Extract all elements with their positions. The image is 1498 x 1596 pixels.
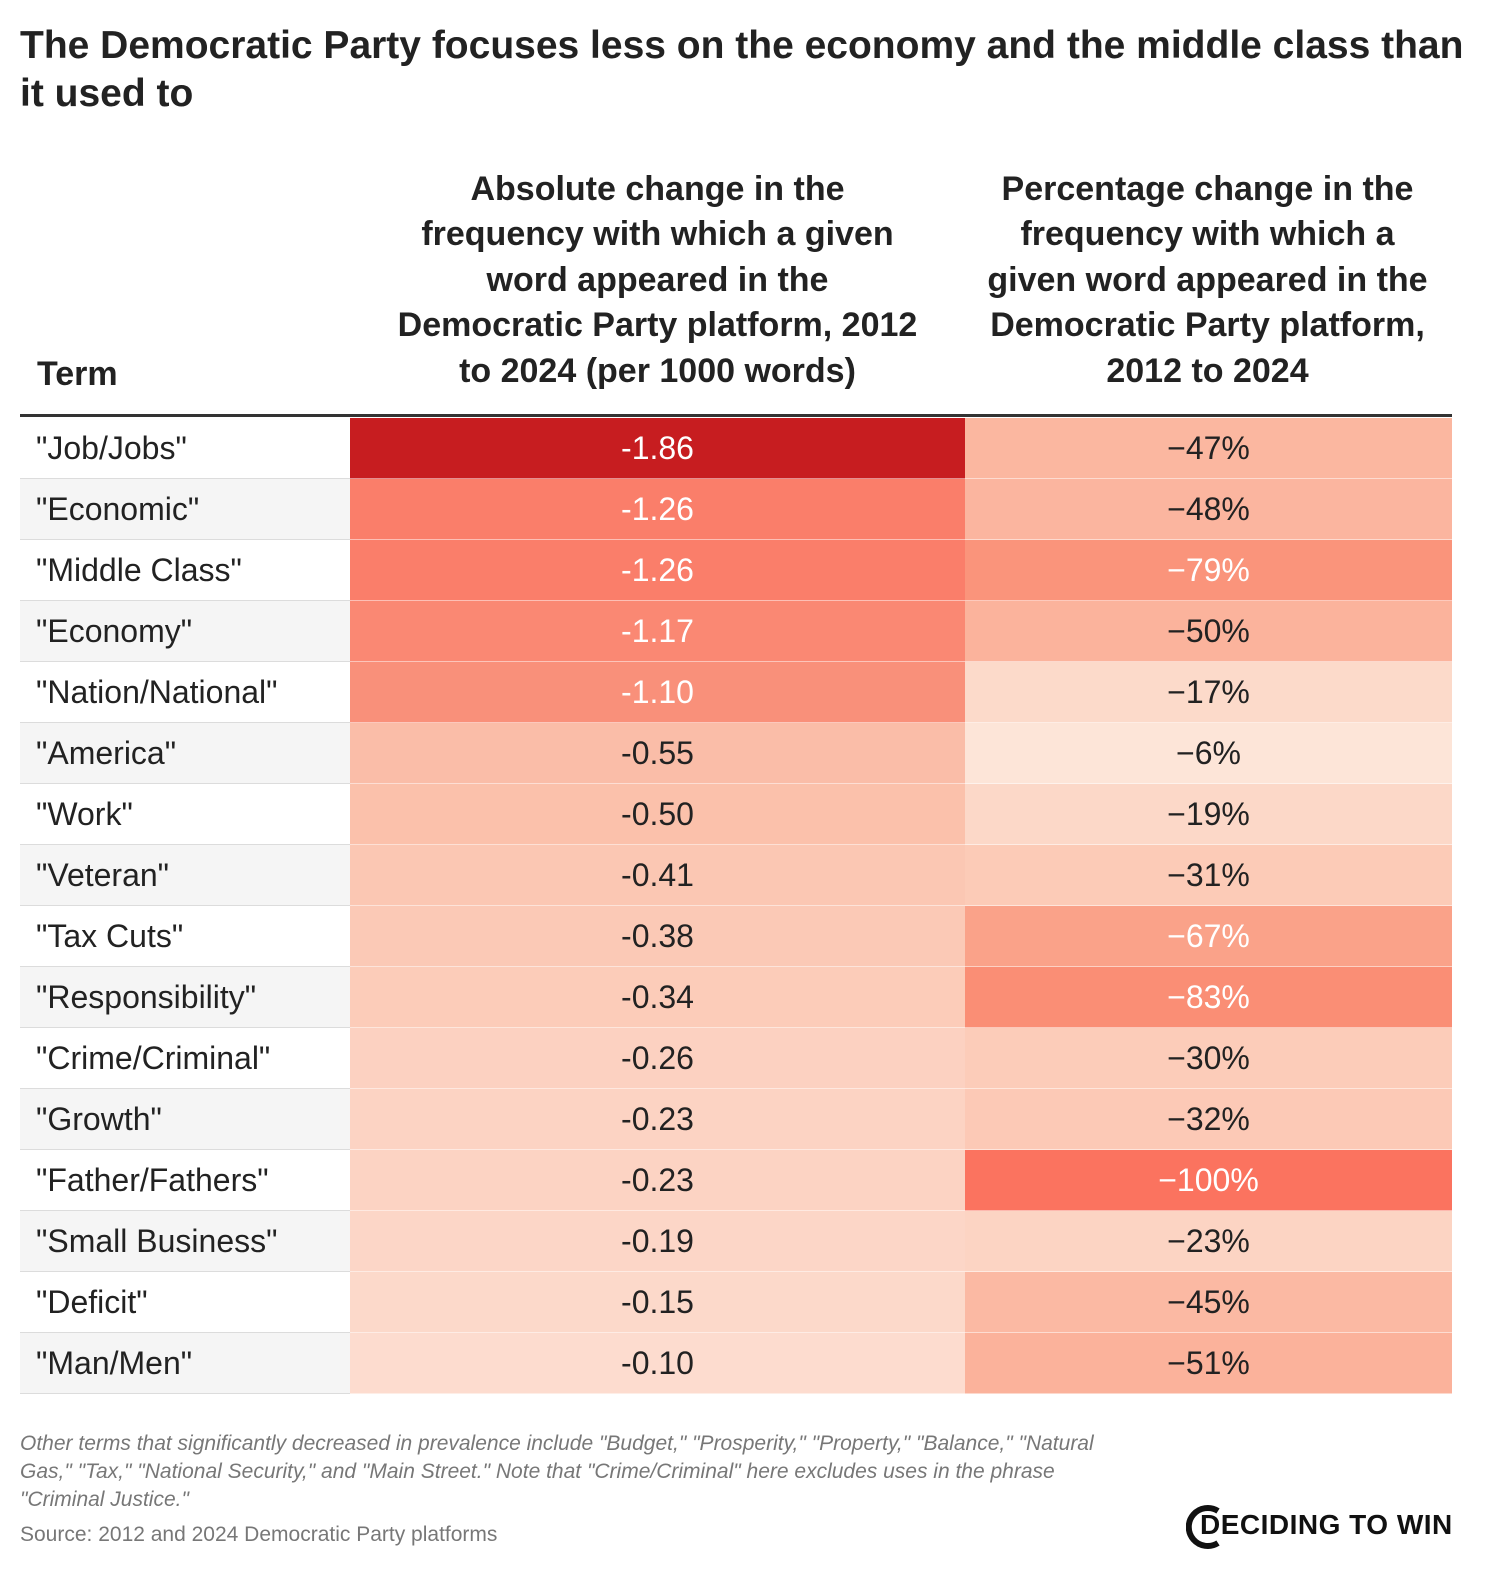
percent-change-cell: −100% (965, 1150, 1452, 1211)
term-cell: "Crime/Criminal" (20, 1028, 350, 1089)
absolute-change-cell: -0.23 (350, 1150, 965, 1211)
table-row: "Nation/National" -1.10 −17% (20, 662, 1452, 723)
table-body: "Job/Jobs" -1.86 −47% "Economic" -1.26 −48% "M… (20, 418, 1452, 1394)
term-cell: "Economic" (20, 479, 350, 540)
table-row: "Deficit" -0.15 −45% (20, 1272, 1452, 1333)
absolute-change-cell: -1.26 (350, 479, 965, 540)
logo-c-icon (1186, 1505, 1220, 1549)
absolute-change-cell: -1.10 (350, 662, 965, 723)
table-row: "Growth" -0.23 −32% (20, 1089, 1452, 1150)
percent-change-cell: −45% (965, 1272, 1452, 1333)
absolute-change-cell: -0.26 (350, 1028, 965, 1089)
term-cell: "Deficit" (20, 1272, 350, 1333)
percent-change-cell: −19% (965, 784, 1452, 845)
column-header-percent: Percentage change in the frequency with … (987, 169, 1428, 390)
term-cell: "Small Business" (20, 1211, 350, 1272)
term-cell: "Responsibility" (20, 967, 350, 1028)
table-row: "Tax Cuts" -0.38 −67% (20, 906, 1452, 967)
term-cell: "Growth" (20, 1089, 350, 1150)
percent-change-cell: −48% (965, 479, 1452, 540)
term-cell: "Job/Jobs" (20, 418, 350, 479)
percent-change-cell: −17% (965, 662, 1452, 723)
table-header: Term Absolute change in the frequency wi… (20, 170, 1452, 417)
percent-change-cell: −6% (965, 723, 1452, 784)
table-row: "Father/Fathers" -0.23 −100% (20, 1150, 1452, 1211)
percent-change-cell: −47% (965, 418, 1452, 479)
percent-change-cell: −79% (965, 540, 1452, 601)
percent-change-cell: −67% (965, 906, 1452, 967)
table-row: "Responsibility" -0.34 −83% (20, 967, 1452, 1028)
percent-change-cell: −32% (965, 1089, 1452, 1150)
term-cell: "Nation/National" (20, 662, 350, 723)
table-row: "Economic" -1.26 −48% (20, 479, 1452, 540)
footnote: Other terms that significantly decreased… (20, 1432, 1094, 1511)
percent-change-cell: −50% (965, 601, 1452, 662)
absolute-change-cell: -0.38 (350, 906, 965, 967)
absolute-change-cell: -0.34 (350, 967, 965, 1028)
percent-change-cell: −30% (965, 1028, 1452, 1089)
brand-logo: DECIDING TO WIN (1186, 1502, 1456, 1552)
term-cell: "Man/Men" (20, 1333, 350, 1394)
term-cell: "Tax Cuts" (20, 906, 350, 967)
absolute-change-cell: -0.23 (350, 1089, 965, 1150)
table-row: "Veteran" -0.41 −31% (20, 845, 1452, 906)
term-cell: "Work" (20, 784, 350, 845)
absolute-change-cell: -0.55 (350, 723, 965, 784)
source-note: Source: 2012 and 2024 Democratic Party p… (20, 1523, 498, 1546)
absolute-change-cell: -0.50 (350, 784, 965, 845)
table-row: "Middle Class" -1.26 −79% (20, 540, 1452, 601)
term-cell: "Economy" (20, 601, 350, 662)
percent-change-cell: −83% (965, 967, 1452, 1028)
term-cell: "Veteran" (20, 845, 350, 906)
percent-change-cell: −31% (965, 845, 1452, 906)
table-row: "Small Business" -0.19 −23% (20, 1211, 1452, 1272)
logo-text: DECIDING TO WIN (1200, 1509, 1453, 1540)
absolute-change-cell: -1.26 (350, 540, 965, 601)
chart-title: The Democratic Party focuses less on the… (20, 24, 1464, 115)
absolute-change-cell: -1.17 (350, 601, 965, 662)
table-row: "America" -0.55 −6% (20, 723, 1452, 784)
column-header-term: Term (37, 355, 118, 393)
absolute-change-cell: -1.86 (350, 418, 965, 479)
table-row: "Man/Men" -0.10 −51% (20, 1333, 1452, 1394)
absolute-change-cell: -0.19 (350, 1211, 965, 1272)
table-row: "Work" -0.50 −19% (20, 784, 1452, 845)
absolute-change-cell: -0.10 (350, 1333, 965, 1394)
table-row: "Crime/Criminal" -0.26 −30% (20, 1028, 1452, 1089)
percent-change-cell: −51% (965, 1333, 1452, 1394)
absolute-change-cell: -0.15 (350, 1272, 965, 1333)
table-row: "Economy" -1.17 −50% (20, 601, 1452, 662)
term-cell: "Father/Fathers" (20, 1150, 350, 1211)
percent-change-cell: −23% (965, 1211, 1452, 1272)
absolute-change-cell: -0.41 (350, 845, 965, 906)
term-cell: "America" (20, 723, 350, 784)
term-cell: "Middle Class" (20, 540, 350, 601)
table-row: "Job/Jobs" -1.86 −47% (20, 418, 1452, 479)
column-header-absolute: Absolute change in the frequency with wh… (397, 169, 918, 390)
